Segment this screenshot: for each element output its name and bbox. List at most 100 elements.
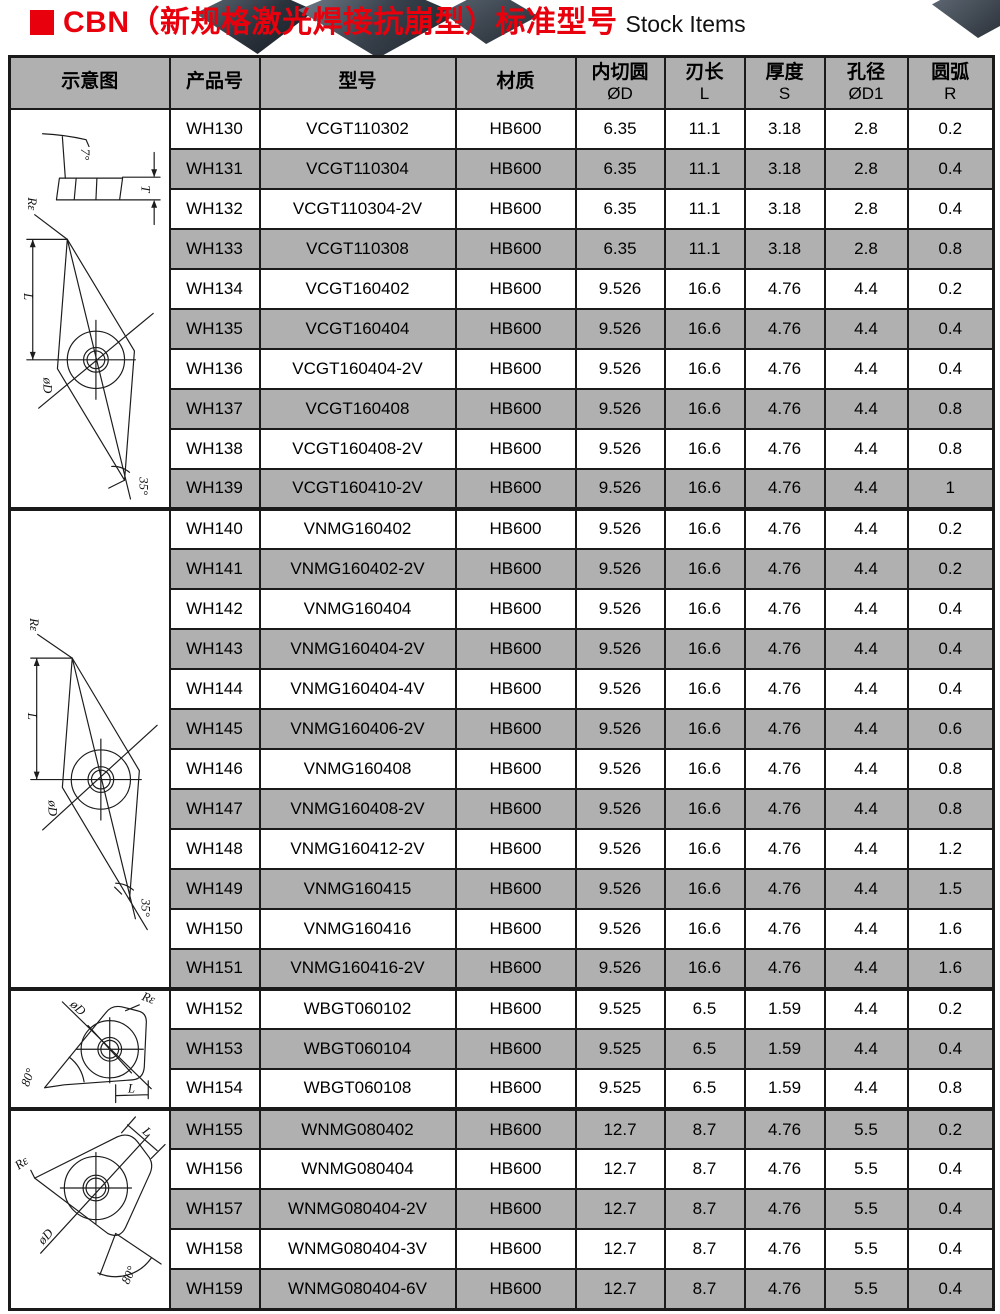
vnmg-35deg-insert-diagram: Rε øD L 35° xyxy=(8,506,171,990)
product-cell: WH135 xyxy=(168,307,261,350)
edge-length-cell: 6.5 xyxy=(663,1027,746,1070)
thickness-cell: 3.18 xyxy=(743,187,826,230)
material-cell: HB600 xyxy=(454,827,577,870)
table-row: WH132 VCGT110304-2V HB600 6.35 11.1 3.18 2.8 0.… xyxy=(10,187,995,230)
corner-radius-cell: 0.2 xyxy=(906,506,995,550)
edge-length-cell: 16.6 xyxy=(663,627,746,670)
inscribed-circle-cell: 9.526 xyxy=(574,627,666,670)
corner-radius-cell: 0.6 xyxy=(906,707,995,750)
material-cell: HB600 xyxy=(454,147,577,190)
thickness-cell: 4.76 xyxy=(743,1107,826,1150)
corner-radius-cell: 0.2 xyxy=(906,547,995,590)
corner-radius-cell: 0.8 xyxy=(906,227,995,270)
edge-length-cell: 16.6 xyxy=(663,467,746,510)
table-row: WH145 VNMG160406-2V HB600 9.526 16.6 4.76 4.4 0… xyxy=(10,707,995,750)
product-cell: WH142 xyxy=(168,587,261,630)
col-header-model: 型号 xyxy=(258,55,457,110)
inscribed-circle-cell: 9.526 xyxy=(574,387,666,430)
thickness-cell: 4.76 xyxy=(743,707,826,750)
thickness-cell: 4.76 xyxy=(743,947,826,990)
inscribed-circle-cell: 12.7 xyxy=(574,1268,666,1310)
model-cell: VNMG160402-2V xyxy=(258,547,457,590)
model-cell: WBGT060104 xyxy=(258,1027,457,1070)
diagram-label-re: Rε xyxy=(139,992,158,1007)
thickness-cell: 4.76 xyxy=(743,427,826,470)
corner-radius-cell: 0.2 xyxy=(906,986,995,1030)
model-cell: VNMG160404-4V xyxy=(258,667,457,710)
diagram-label-od: øD xyxy=(40,376,54,393)
thickness-cell: 4.76 xyxy=(743,787,826,830)
hole-diameter-cell: 5.5 xyxy=(823,1228,909,1270)
edge-length-cell: 16.6 xyxy=(663,667,746,710)
corner-radius-cell: 0.2 xyxy=(906,107,995,150)
hole-diameter-cell: 5.5 xyxy=(823,1148,909,1190)
table-row: Rε øD L 35° WH140 VNMG160402 HB600 9.526 16.… xyxy=(8,506,995,990)
inscribed-circle-cell: 9.526 xyxy=(574,747,666,790)
inscribed-circle-cell: 6.35 xyxy=(574,147,666,190)
product-cell: WH153 xyxy=(168,1027,261,1070)
inscribed-circle-cell: 9.526 xyxy=(574,707,666,750)
diagram-label-angle: 35° xyxy=(136,476,150,495)
corner-radius-cell: 1.6 xyxy=(906,907,995,950)
thickness-cell: 4.76 xyxy=(743,827,826,870)
corner-radius-cell: 0.2 xyxy=(906,1107,995,1150)
inscribed-circle-cell: 9.526 xyxy=(574,867,666,910)
hole-diameter-cell: 2.8 xyxy=(823,107,909,150)
corner-radius-cell: 0.4 xyxy=(906,1027,995,1070)
stock-items-table: 示意图 产品号 型号 材质 内切圆 ØD 刃长 L 厚度 S 孔径 ØD1 圆弧 R 7° xyxy=(8,55,995,1311)
model-cell: WNMG080404-2V xyxy=(258,1188,457,1230)
model-cell: VNMG160404-2V xyxy=(258,627,457,670)
diagram-label-re: Rε xyxy=(13,1153,32,1173)
inscribed-circle-cell: 9.526 xyxy=(574,587,666,630)
inscribed-circle-cell: 9.526 xyxy=(574,267,666,310)
product-cell: WH154 xyxy=(168,1067,261,1111)
model-cell: VNMG160406-2V xyxy=(258,707,457,750)
material-cell: HB600 xyxy=(454,587,577,630)
edge-length-cell: 16.6 xyxy=(663,787,746,830)
material-cell: HB600 xyxy=(454,187,577,230)
edge-length-cell: 16.6 xyxy=(663,867,746,910)
hole-diameter-cell: 4.4 xyxy=(823,427,909,470)
model-cell: VCGT110304-2V xyxy=(258,187,457,230)
product-cell: WH140 xyxy=(168,506,261,550)
hole-diameter-cell: 4.4 xyxy=(823,947,909,990)
material-cell: HB600 xyxy=(454,1027,577,1070)
product-cell: WH137 xyxy=(168,387,261,430)
edge-length-cell: 16.6 xyxy=(663,347,746,390)
thickness-cell: 4.76 xyxy=(743,467,826,510)
material-cell: HB600 xyxy=(454,547,577,590)
corner-radius-cell: 0.4 xyxy=(906,347,995,390)
edge-length-cell: 11.1 xyxy=(663,107,746,150)
edge-length-cell: 8.7 xyxy=(663,1188,746,1230)
inscribed-circle-cell: 9.526 xyxy=(574,506,666,550)
material-cell: HB600 xyxy=(454,787,577,830)
corner-radius-cell: 1.5 xyxy=(906,867,995,910)
thickness-cell: 4.76 xyxy=(743,1148,826,1190)
material-cell: HB600 xyxy=(454,667,577,710)
model-cell: VCGT160408-2V xyxy=(258,427,457,470)
edge-length-cell: 16.6 xyxy=(663,707,746,750)
diagram-label-re: Rε xyxy=(27,617,41,632)
model-cell: VCGT160404-2V xyxy=(258,347,457,390)
hole-diameter-cell: 4.4 xyxy=(823,827,909,870)
product-cell: WH150 xyxy=(168,907,261,950)
table-row: WH159 WNMG080404-6V HB600 12.7 8.7 4.76 5.5 0.4 xyxy=(10,1268,995,1310)
thickness-cell: 4.76 xyxy=(743,307,826,350)
col-header-edge-length: 刃长 L xyxy=(663,55,746,110)
model-cell: VNMG160415 xyxy=(258,867,457,910)
diagram-label-angle: 35° xyxy=(138,897,152,916)
thickness-cell: 4.76 xyxy=(743,547,826,590)
model-cell: WNMG080404-6V xyxy=(258,1268,457,1310)
material-cell: HB600 xyxy=(454,986,577,1030)
edge-length-cell: 8.7 xyxy=(663,1268,746,1310)
material-cell: HB600 xyxy=(454,227,577,270)
inscribed-circle-cell: 9.526 xyxy=(574,947,666,990)
edge-length-cell: 11.1 xyxy=(663,147,746,190)
product-cell: WH141 xyxy=(168,547,261,590)
corner-radius-cell: 0.8 xyxy=(906,387,995,430)
thickness-cell: 4.76 xyxy=(743,267,826,310)
edge-length-cell: 16.6 xyxy=(663,547,746,590)
material-cell: HB600 xyxy=(454,467,577,510)
material-cell: HB600 xyxy=(454,907,577,950)
table-row: WH131 VCGT110304 HB600 6.35 11.1 3.18 2.8 0.4 xyxy=(10,147,995,190)
